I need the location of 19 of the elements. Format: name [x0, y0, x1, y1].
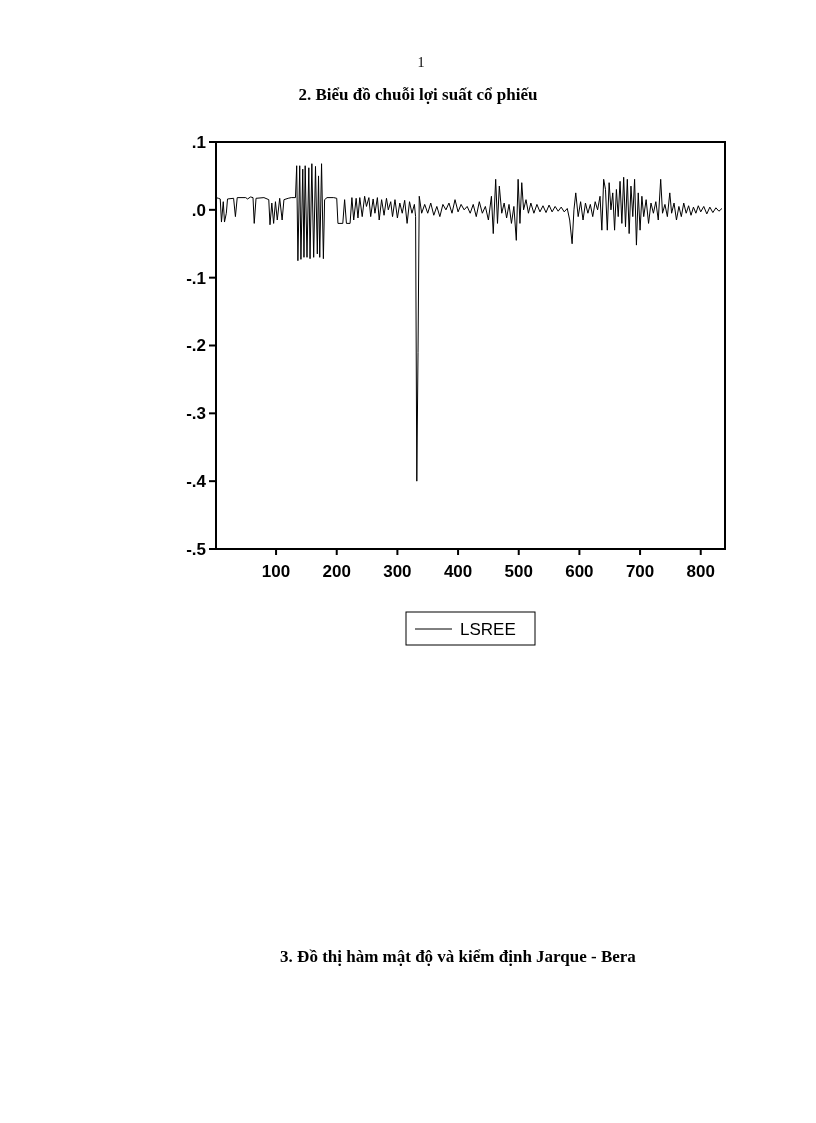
x-tick-label: 200 [322, 562, 351, 581]
y-tick-label: -.1 [186, 268, 206, 288]
y-tick-label: -.2 [186, 336, 206, 356]
y-tick-label: -.4 [186, 472, 207, 492]
y-tick-label: -.5 [186, 539, 206, 559]
y-tick-label: .1 [191, 132, 206, 152]
x-tick-label: 500 [504, 562, 533, 581]
x-tick-label: 400 [443, 562, 473, 581]
x-tick-label: 700 [625, 562, 655, 581]
text: 1 [417, 55, 425, 70]
text: 3. Đồ thị hàm mật độ và kiểm định Jarque - Bera [280, 947, 637, 966]
chart-title: 2. Biểu đồ chuỗi lợi suất cổ phiếu [298, 85, 538, 104]
x-tick-label: 100 [261, 562, 291, 581]
y-tick-label: .0 [191, 200, 206, 220]
legend-label: LSREE [460, 619, 516, 639]
y-tick-label: -.3 [186, 404, 206, 424]
x-tick-label: 300 [383, 562, 412, 581]
x-tick-label: 600 [565, 562, 594, 581]
x-tick-label: 800 [686, 562, 715, 581]
